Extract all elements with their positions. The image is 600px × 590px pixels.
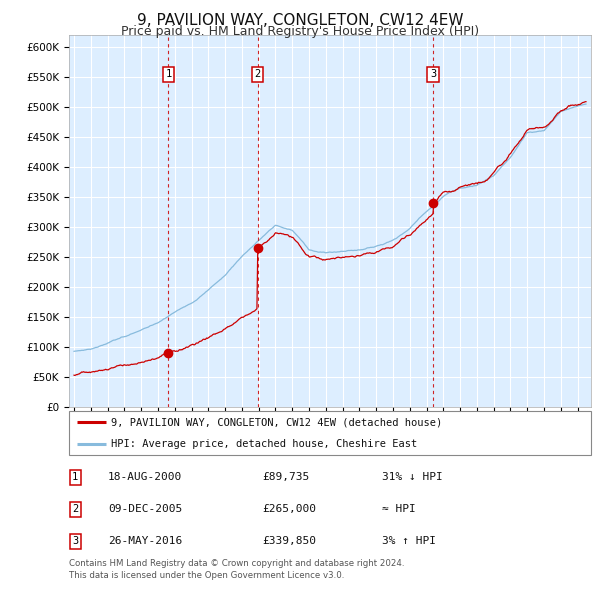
Text: 31% ↓ HPI: 31% ↓ HPI [382,472,443,482]
Text: 2: 2 [254,70,261,80]
Text: 2: 2 [72,504,79,514]
Text: 1: 1 [166,70,172,80]
FancyBboxPatch shape [69,411,591,455]
Text: Price paid vs. HM Land Registry's House Price Index (HPI): Price paid vs. HM Land Registry's House … [121,25,479,38]
Text: 9, PAVILION WAY, CONGLETON, CW12 4EW: 9, PAVILION WAY, CONGLETON, CW12 4EW [137,13,463,28]
Text: 3% ↑ HPI: 3% ↑ HPI [382,536,436,546]
Text: HPI: Average price, detached house, Cheshire East: HPI: Average price, detached house, Ches… [111,438,417,448]
Text: Contains HM Land Registry data © Crown copyright and database right 2024.
This d: Contains HM Land Registry data © Crown c… [69,559,404,580]
Text: £89,735: £89,735 [262,472,310,482]
Text: 09-DEC-2005: 09-DEC-2005 [108,504,182,514]
Text: 1: 1 [72,472,79,482]
Text: £265,000: £265,000 [262,504,316,514]
Text: ≈ HPI: ≈ HPI [382,504,416,514]
Text: £339,850: £339,850 [262,536,316,546]
Text: 26-MAY-2016: 26-MAY-2016 [108,536,182,546]
Text: 9, PAVILION WAY, CONGLETON, CW12 4EW (detached house): 9, PAVILION WAY, CONGLETON, CW12 4EW (de… [111,417,442,427]
Text: 3: 3 [72,536,79,546]
Text: 3: 3 [430,70,436,80]
Text: 18-AUG-2000: 18-AUG-2000 [108,472,182,482]
